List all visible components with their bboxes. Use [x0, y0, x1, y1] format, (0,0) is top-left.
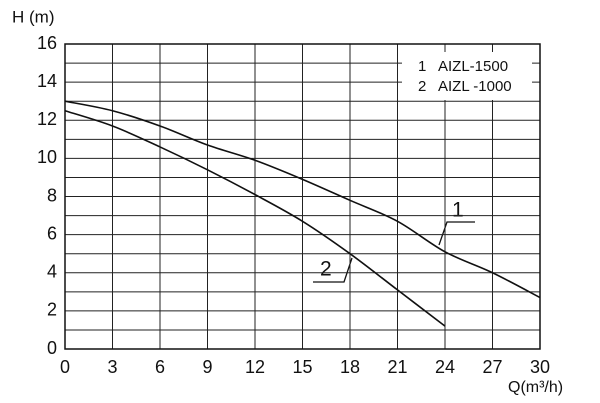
- curve-label: 1: [452, 199, 464, 222]
- legend-index: 1: [418, 58, 426, 75]
- y-tick-label: 16: [37, 33, 57, 53]
- curve-label: 2: [320, 258, 332, 281]
- x-tick-label: 21: [387, 357, 407, 377]
- x-axis-label: Q(m³/h): [508, 379, 563, 396]
- y-tick-label: 0: [47, 338, 57, 358]
- series-line: [64, 109, 446, 327]
- x-tick-label: 27: [482, 357, 502, 377]
- x-tick-label: 15: [292, 357, 312, 377]
- series-line: [64, 100, 541, 299]
- x-tick-label: 18: [340, 357, 360, 377]
- y-tick-label: 12: [37, 109, 57, 129]
- x-tick-label: 3: [107, 357, 117, 377]
- legend-index: 2: [418, 78, 426, 95]
- y-tick-label: 10: [37, 147, 57, 167]
- x-tick-label: 12: [245, 357, 265, 377]
- leader: [313, 257, 353, 283]
- y-tick-label: 4: [47, 262, 57, 282]
- x-tick-label: 9: [202, 357, 212, 377]
- x-tick-label: 6: [155, 357, 165, 377]
- legend-entry: AIZL -1000: [438, 78, 512, 95]
- y-axis-label: H (m): [12, 7, 54, 26]
- x-tick-label: 24: [435, 357, 455, 377]
- leader: [438, 221, 475, 246]
- y-tick-label: 8: [47, 185, 57, 205]
- x-tick-label: 0: [60, 357, 70, 377]
- legend-entry: AIZL-1500: [438, 58, 508, 75]
- y-tick-label: 14: [37, 71, 57, 91]
- plot-frame: [64, 43, 541, 350]
- y-tick-label: 6: [47, 223, 57, 243]
- y-tick-label: 2: [47, 300, 57, 320]
- legend-bg: [402, 52, 532, 100]
- x-tick-label: 30: [530, 357, 550, 377]
